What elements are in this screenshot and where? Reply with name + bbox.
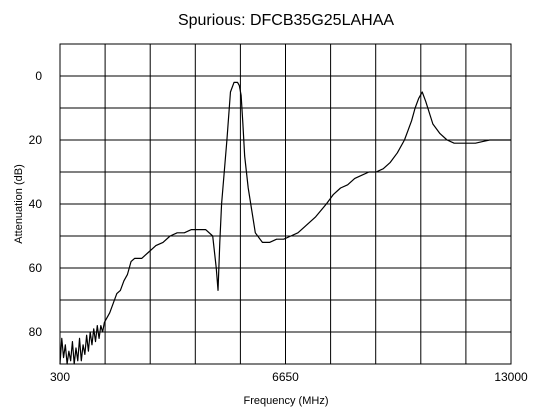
y-tick-label: 40 bbox=[29, 197, 43, 211]
chart-title: Spurious: DFCB35G25LAHAA bbox=[178, 12, 394, 29]
x-tick-label: 6650 bbox=[272, 370, 299, 384]
x-tick-label: 13000 bbox=[494, 370, 528, 384]
y-tick-label: 20 bbox=[29, 133, 43, 147]
x-tick-label: 300 bbox=[50, 370, 70, 384]
y-tick-label: 0 bbox=[35, 69, 42, 83]
y-tick-label: 80 bbox=[29, 325, 43, 339]
series-line bbox=[59, 81, 511, 365]
x-axis-ticks: 300 6650 13000 bbox=[50, 370, 528, 384]
y-axis-ticks: 0 20 40 60 80 bbox=[29, 69, 43, 339]
y-axis-label: Attenuation (dB) bbox=[13, 164, 25, 244]
plot-frame bbox=[59, 43, 512, 365]
y-tick-label: 60 bbox=[29, 261, 43, 275]
grid bbox=[59, 43, 512, 365]
x-axis-label: Frequency (MHz) bbox=[244, 395, 329, 407]
